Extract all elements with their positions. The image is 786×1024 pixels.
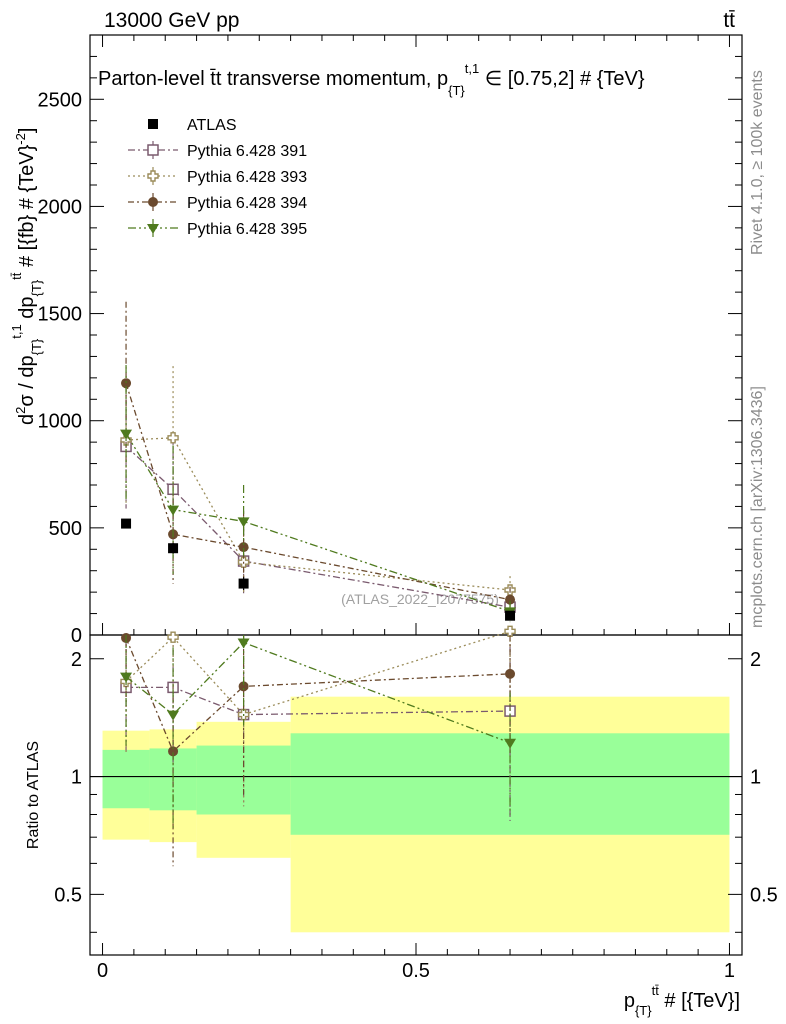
ratio-point [167, 710, 180, 721]
ratio-tick-label: 2 [71, 649, 82, 671]
x-axis-label: p{T}tt̄ # [{TeV}] [624, 983, 740, 1018]
series-line [125, 445, 511, 608]
legend-marker [148, 197, 158, 207]
y-axis-label: d2σ / dp{T}t,1 dp{T}tt̄ # [{fb} # {TeV}-… [9, 128, 44, 425]
legend-label-atlas: ATLAS [187, 117, 237, 134]
series-line [125, 383, 511, 601]
ratio-point [504, 738, 517, 749]
atlas-point [505, 610, 516, 621]
rivet-label: Rivet 4.1.0, ≥ 100k events [749, 70, 766, 255]
analysis-watermark: (ATLAS_2022_I2077575) [341, 591, 499, 607]
legend-label: Pythia 6.428 391 [187, 143, 307, 160]
x-tick-label: 1 [724, 960, 735, 982]
ratio-series-4 [120, 635, 517, 828]
ratio-tick-label: 1 [750, 767, 761, 789]
ratio-point [505, 668, 516, 679]
legend-label: Pythia 6.428 394 [187, 195, 307, 212]
ratio-series [120, 625, 517, 867]
series-2 [120, 366, 516, 604]
main-series [120, 301, 517, 623]
ratio-tick-label: 2 [750, 649, 761, 671]
legend-label: Pythia 6.428 395 [187, 221, 307, 238]
atlas-point [121, 518, 132, 529]
x-tick-label: 0.5 [402, 960, 430, 982]
ratio-point [237, 638, 250, 649]
data-point [167, 432, 179, 444]
data-point [505, 594, 516, 605]
ratio-point [238, 681, 249, 692]
series-1 [120, 384, 516, 620]
ratio-tick-label: 0.5 [750, 884, 778, 906]
axes: 0 0.5 1 0 500 1000 1500 2000 2500 0.5 0.5 1 1 2 2 [38, 34, 778, 982]
data-point [167, 505, 180, 516]
y-tick-label: 1000 [38, 411, 83, 433]
atlas-point [168, 543, 179, 554]
data-point [120, 429, 133, 440]
ratio-band-inner [102, 749, 150, 809]
data-point [121, 378, 132, 389]
mcplots-label: mcplots.cern.ch [arXiv:1306.3436] [749, 386, 766, 628]
ratio-line [125, 630, 511, 716]
ratio-tick-label: 1 [71, 767, 82, 789]
y-tick-label: 500 [49, 518, 82, 540]
ratio-point [504, 625, 516, 638]
atlas-point [238, 578, 249, 589]
data-point [238, 542, 249, 553]
legend: ATLAS Pythia 6.428 391 Pythia 6.428 393 Pyt… [128, 117, 307, 238]
y-tick-label: 1500 [38, 304, 83, 326]
ratio-axis-label: Ratio to ATLAS [25, 741, 42, 849]
ratio-bands [102, 696, 730, 933]
x-tick-label: 0 [97, 960, 108, 982]
legend-label: Pythia 6.428 393 [187, 169, 307, 186]
series-atlas [121, 518, 516, 621]
ratio-point [167, 631, 179, 643]
legend-marker [147, 170, 159, 182]
series-line [125, 433, 511, 613]
process-label: tt̄ [723, 9, 735, 32]
series-4 [120, 365, 517, 623]
chart-title: Parton-level t̄t transverse momentum, p{… [98, 61, 645, 98]
ratio-line [125, 637, 511, 753]
series-line [126, 437, 511, 591]
y-tick-label: 0 [71, 625, 82, 647]
ratio-line [126, 686, 511, 716]
y-tick-label: 2000 [38, 196, 83, 218]
legend-marker-atlas [148, 119, 158, 129]
data-point [237, 517, 250, 528]
legend-marker [147, 144, 159, 156]
ratio-point [168, 746, 179, 757]
series-3 [121, 301, 516, 613]
ratio-tick-label: 0.5 [54, 884, 82, 906]
collision-label: 13000 GeV pp [104, 9, 239, 32]
ratio-line [125, 641, 511, 744]
y-tick-label: 2500 [38, 89, 83, 111]
ratio-point [120, 672, 133, 683]
legend-marker [147, 224, 159, 234]
